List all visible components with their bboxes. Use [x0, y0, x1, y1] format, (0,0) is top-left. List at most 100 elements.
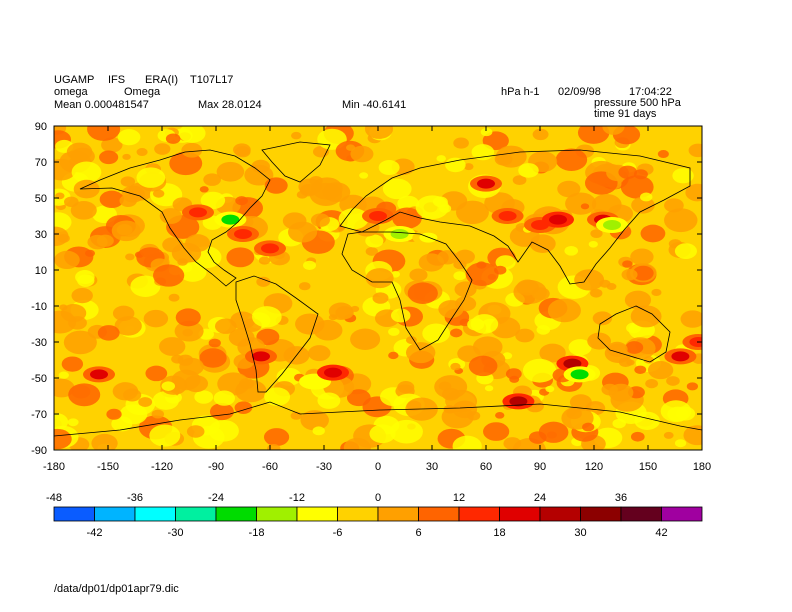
x-tick-label: 30: [426, 461, 438, 473]
time-label: 17:04:22: [629, 86, 672, 98]
texture-patch: [407, 282, 438, 305]
texture-patch: [388, 351, 399, 360]
texture-patch: [66, 142, 93, 161]
texture-patch: [234, 146, 251, 158]
texture-patch: [528, 431, 547, 444]
texture-patch: [608, 383, 634, 402]
colorbar-top-label: -36: [127, 492, 143, 504]
texture-patch: [634, 411, 660, 430]
texture-patch: [392, 207, 422, 229]
texture-patch: [539, 343, 566, 363]
texture-patch: [683, 425, 702, 446]
colorbar-bottom-label: 30: [574, 527, 586, 539]
texture-patch: [372, 292, 389, 304]
texture-patch: [194, 390, 214, 404]
texture-patch: [645, 379, 659, 389]
texture-patch: [580, 203, 590, 210]
texture-patch: [214, 318, 237, 334]
texture-patch: [633, 169, 648, 180]
texture-patch: [612, 418, 626, 429]
texture-patch: [87, 126, 121, 141]
x-tick-label: 120: [585, 461, 603, 473]
texture-patch: [405, 336, 417, 345]
texture-patch: [181, 142, 203, 158]
feature-core: [252, 351, 270, 362]
feature-core: [563, 358, 582, 369]
colorbar-swatch: [539, 506, 581, 522]
date-label: 02/09/98: [558, 86, 601, 98]
texture-patch: [483, 422, 510, 441]
texture-patch: [309, 176, 323, 186]
texture-patch: [178, 126, 206, 143]
texture-patch: [663, 431, 674, 439]
texture-patch: [67, 418, 79, 427]
max-label: Max 28.0124: [198, 99, 262, 111]
texture-patch: [350, 328, 381, 350]
y-tick-label: -10: [31, 301, 47, 313]
texture-patch: [364, 126, 394, 139]
texture-patch: [359, 172, 369, 179]
texture-patch: [450, 328, 463, 338]
texture-patch: [97, 325, 120, 341]
texture-patch: [106, 408, 122, 420]
colorbar-swatch: [296, 506, 338, 522]
texture-patch: [174, 320, 204, 342]
chart-title: Omega: [124, 86, 161, 98]
texture-patch: [346, 389, 371, 407]
colorbar-bottom-label: -30: [168, 527, 184, 539]
texture-patch: [643, 356, 654, 364]
texture-patch: [226, 247, 255, 268]
texture-patch: [599, 279, 611, 288]
texture-patch: [664, 198, 684, 213]
texture-patch: [117, 129, 141, 146]
x-tick-label: 60: [480, 461, 492, 473]
texture-patch: [624, 290, 652, 310]
coastlines: [54, 141, 702, 437]
texture-patch: [622, 260, 633, 268]
texture-patch: [621, 268, 638, 281]
colorbar-top-label: 24: [534, 492, 546, 504]
y-tick-label: 30: [35, 229, 47, 241]
texture-patch: [588, 240, 598, 248]
texture-patch: [369, 424, 396, 444]
y-tick-label: 10: [35, 265, 47, 277]
texture-patch: [258, 256, 271, 265]
texture-patch: [630, 305, 662, 328]
colorbar-swatch: [256, 506, 298, 522]
texture-patch: [58, 371, 69, 379]
texture-patch: [566, 407, 582, 420]
texture-patch: [437, 250, 458, 265]
texture-patch: [482, 131, 509, 151]
texture-patch: [577, 126, 610, 144]
texture-patch: [390, 308, 411, 323]
texture-patch: [145, 365, 168, 382]
texture-patch: [365, 268, 394, 289]
texture-patch: [626, 359, 635, 366]
texture-patch: [590, 288, 603, 298]
texture-patch: [120, 176, 136, 187]
texture-patch: [495, 412, 505, 419]
texture-patch: [532, 128, 549, 141]
texture-patch: [203, 173, 221, 186]
texture-patch: [444, 405, 456, 414]
texture-patch: [680, 310, 702, 328]
texture-patch: [445, 157, 466, 173]
x-tick-label: 90: [534, 461, 546, 473]
texture-patch: [602, 126, 625, 135]
texture-patch: [409, 268, 428, 282]
texture-patch: [453, 137, 469, 149]
feature-core: [498, 211, 517, 221]
x-tick-label: -180: [43, 461, 65, 473]
resolution-label: T107L17: [190, 74, 234, 86]
texture-patch: [335, 306, 354, 320]
texture-patch: [557, 180, 581, 198]
texture-patch: [467, 411, 481, 421]
texture-patch: [68, 316, 87, 330]
texture-patch: [264, 177, 288, 194]
feature-core: [324, 367, 342, 378]
texture-patch: [436, 155, 446, 162]
texture-patch: [346, 144, 356, 151]
texture-patch: [200, 191, 226, 210]
texture-patch: [625, 341, 644, 354]
